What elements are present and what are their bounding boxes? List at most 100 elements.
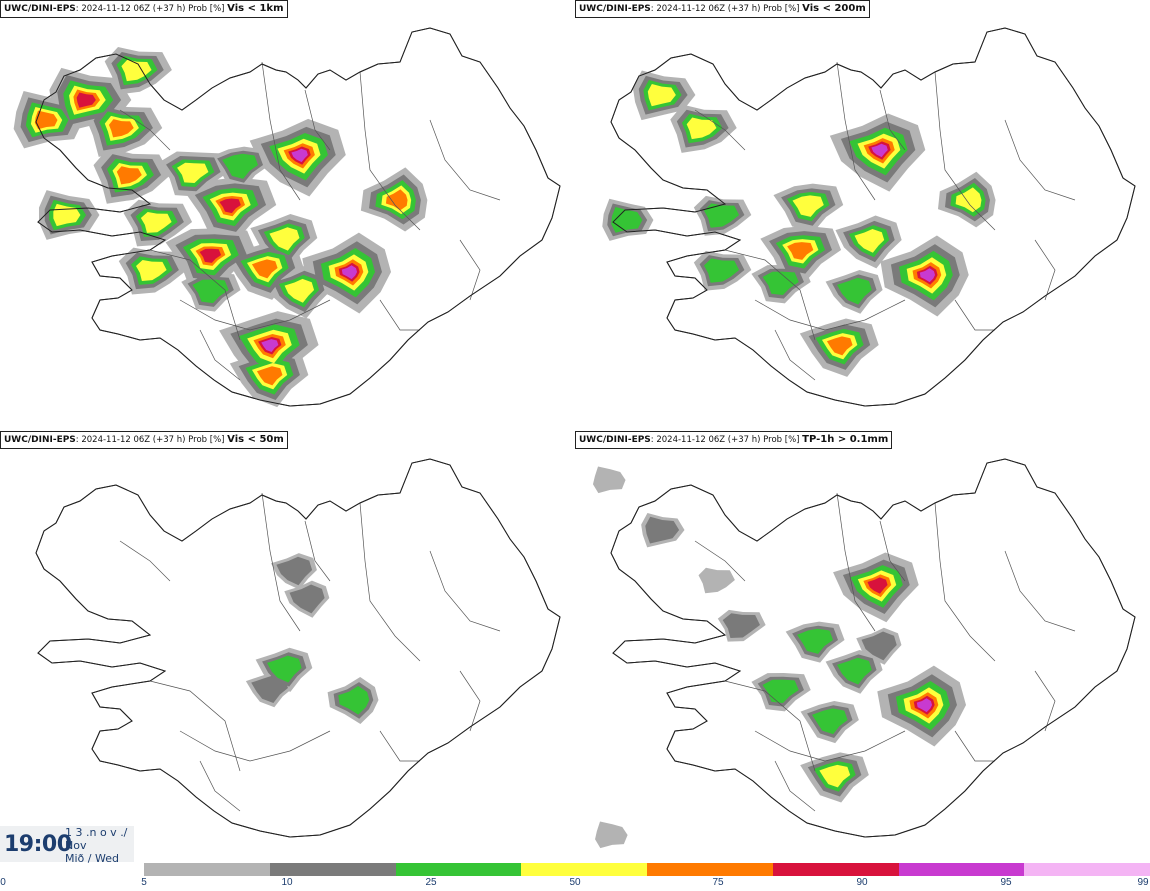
iceland-map	[602, 27, 1136, 407]
probability-area	[704, 258, 740, 283]
probability-area	[177, 162, 209, 184]
river-line	[379, 730, 420, 762]
legend-tick-label: 25	[425, 877, 437, 888]
river-line	[836, 61, 876, 201]
panel-title: UWC/DINI-EPS: 2024-11-12 06Z (+37 h) Pro…	[575, 0, 870, 18]
legend-tick-label: 95	[1000, 877, 1012, 888]
variable-name: Vis < 50m	[227, 434, 284, 445]
river-line	[774, 329, 816, 381]
coastline-outline	[35, 27, 561, 407]
river-line	[429, 119, 501, 201]
probability-area	[698, 567, 735, 594]
river-line	[934, 71, 996, 231]
probability-area	[267, 655, 302, 683]
river-line	[261, 492, 301, 632]
probability-area	[116, 166, 142, 185]
legend-tick-label: 5	[141, 877, 147, 888]
probability-area	[385, 189, 408, 211]
probability-area	[812, 708, 848, 735]
legend-swatch	[144, 863, 270, 876]
river-line	[199, 760, 241, 812]
river-line	[119, 540, 171, 582]
river-line	[724, 249, 816, 341]
river-line	[359, 502, 421, 662]
legend-swatch	[395, 863, 522, 876]
probability-area	[916, 698, 933, 713]
river-line	[954, 730, 995, 762]
coastline-outline	[610, 458, 1136, 838]
probability-area	[269, 227, 300, 251]
probability-area	[121, 59, 152, 82]
river-line	[724, 680, 816, 772]
panel-title: UWC/DINI-EPS: 2024-11-12 06Z (+37 h) Pro…	[0, 431, 288, 449]
probability-area	[251, 675, 288, 704]
variable-name: Vis < 1km	[227, 3, 284, 14]
river-line	[179, 730, 331, 762]
river-line	[149, 249, 241, 341]
legend-swatch	[269, 863, 396, 876]
map-panel-vis-1km: UWC/DINI-EPS: 2024-11-12 06Z (+37 h) Pro…	[0, 0, 575, 431]
probability-area	[76, 92, 96, 108]
probability-area	[341, 265, 358, 280]
legend-tick-label: 75	[712, 877, 724, 888]
river-line	[694, 540, 746, 582]
probability-area	[762, 271, 799, 296]
coastline	[35, 458, 561, 838]
legend-tick-label: 0	[0, 877, 6, 888]
river-line	[836, 492, 876, 632]
probability-area	[108, 119, 134, 138]
river-line	[379, 299, 420, 331]
color-legend	[144, 863, 1150, 876]
legend-swatch	[898, 863, 1025, 876]
river-line	[149, 680, 241, 772]
probability-area	[686, 117, 717, 140]
date-line-1: 1 3 .n o v ./	[65, 826, 128, 839]
map-panel-vis-50m: UWC/DINI-EPS: 2024-11-12 06Z (+37 h) Pro…	[0, 431, 575, 862]
coastline-outline	[35, 458, 561, 838]
probability-area	[222, 153, 259, 179]
date-line-2: Nov	[65, 839, 87, 852]
river-line	[754, 299, 906, 331]
probability-area	[199, 248, 222, 263]
probability-area	[645, 516, 680, 544]
valid-time-box: 19:00 1 3 .n o v ./ Nov Mið / Wed	[0, 826, 134, 865]
legend-tick-label: 50	[569, 877, 581, 888]
river-line	[459, 239, 481, 301]
probability-area	[797, 628, 834, 654]
model-name: UWC/DINI-EPS	[579, 4, 651, 14]
river-line	[754, 730, 906, 762]
river-line	[261, 61, 301, 201]
legend-swatch	[772, 863, 899, 876]
forecast-meta: : 2024-11-12 06Z (+37 h) Prob [%]	[650, 435, 803, 445]
valid-date: 1 3 .n o v ./ Nov Mið / Wed	[65, 826, 127, 865]
river-line	[879, 89, 906, 151]
river-line	[774, 760, 816, 812]
iceland-map	[35, 458, 561, 838]
river-line	[304, 89, 331, 151]
forecast-meta: : 2024-11-12 06Z (+37 h) Prob [%]	[75, 435, 228, 445]
probability-area	[592, 466, 626, 494]
river-line	[459, 670, 481, 732]
probability-area	[289, 584, 325, 614]
forecast-meta: : 2024-11-12 06Z (+37 h) Prob [%]	[75, 4, 228, 14]
probability-area	[647, 83, 676, 107]
probability-area	[861, 631, 897, 661]
probability-area	[256, 366, 283, 386]
panel-title: UWC/DINI-EPS: 2024-11-12 06Z (+37 h) Pro…	[575, 431, 893, 449]
legend-tick-label: 99	[1137, 877, 1149, 888]
probability-area	[955, 187, 982, 213]
river-line	[1004, 119, 1076, 201]
probability-area	[276, 556, 313, 586]
model-name: UWC/DINI-EPS	[4, 435, 76, 445]
probability-area	[787, 242, 814, 260]
probability-area	[792, 195, 824, 217]
probability-area	[704, 203, 740, 228]
legend-swatch	[521, 863, 647, 876]
valid-time: 19:00	[4, 832, 72, 857]
model-name: UWC/DINI-EPS	[579, 435, 651, 445]
river-line	[1034, 239, 1056, 301]
variable-name: Vis < 200m	[802, 3, 866, 14]
probability-area	[219, 198, 241, 214]
coastline-outline	[610, 27, 1136, 407]
probability-area	[919, 268, 936, 283]
